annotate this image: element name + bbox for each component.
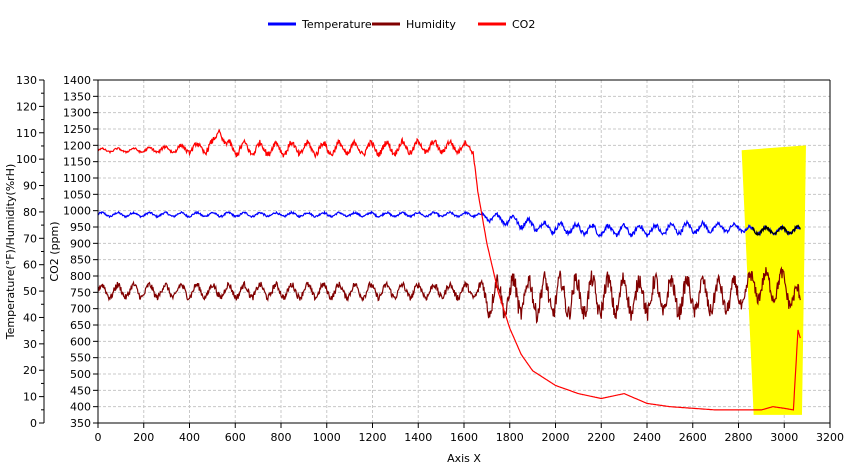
y-tick-label-temperature-humidity: 130 (16, 74, 37, 87)
y-tick-label-co2: 1350 (63, 90, 91, 103)
x-tick-label: 2600 (679, 431, 707, 444)
y-tick-label-co2: 700 (70, 303, 91, 316)
legend-label-temperature: Temperature (301, 18, 372, 31)
x-tick-label: 1000 (313, 431, 341, 444)
x-tick-label: 200 (133, 431, 154, 444)
y-tick-label-temperature-humidity: 10 (23, 391, 37, 404)
legend-label-humidity: Humidity (406, 18, 456, 31)
series-line-temperature (97, 210, 801, 238)
highlight-region (741, 145, 806, 415)
y-tick-label-co2: 1000 (63, 205, 91, 218)
y-tick-label-co2: 1050 (63, 188, 91, 201)
y-tick-label-co2: 1300 (63, 107, 91, 120)
y-tick-label-temperature-humidity: 110 (16, 127, 37, 140)
y-tick-label-co2: 1400 (63, 74, 91, 87)
y-tick-label-co2: 450 (70, 384, 91, 397)
y-tick-label-co2: 550 (70, 352, 91, 365)
y-tick-label-temperature-humidity: 20 (23, 364, 37, 377)
y-tick-label-temperature-humidity: 40 (23, 311, 37, 324)
x-axis-title: Axis X (447, 452, 481, 465)
y-tick-label-co2: 900 (70, 237, 91, 250)
y-tick-label-co2: 650 (70, 319, 91, 332)
y-axis-title-co2: CO2 (ppm) (48, 221, 61, 281)
y-tick-label-co2: 400 (70, 401, 91, 414)
y-tick-label-co2: 800 (70, 270, 91, 283)
x-tick-label: 3000 (770, 431, 798, 444)
x-tick-label: 2800 (725, 431, 753, 444)
axes: 0 200 400 600 800 1000 1200 1400 1600 1800 2000 220… (16, 74, 844, 444)
x-tick-label: 800 (271, 431, 292, 444)
y-tick-label-temperature-humidity: 60 (23, 259, 37, 272)
grid (97, 79, 831, 424)
x-tick-label: 1200 (359, 431, 387, 444)
y-tick-label-co2: 750 (70, 286, 91, 299)
x-tick-label: 400 (179, 431, 200, 444)
x-tick-label: 1400 (404, 431, 432, 444)
x-tick-label: 0 (95, 431, 102, 444)
y-tick-label-co2: 1150 (63, 156, 91, 169)
x-tick-label: 1600 (450, 431, 478, 444)
y-tick-label-temperature-humidity: 70 (23, 232, 37, 245)
y-tick-label-temperature-humidity: 90 (23, 180, 37, 193)
x-tick-label: 1800 (496, 431, 524, 444)
y-tick-label-co2: 950 (70, 221, 91, 234)
y-tick-label-co2: 850 (70, 254, 91, 267)
y-tick-label-temperature-humidity: 80 (23, 206, 37, 219)
x-tick-label: 2400 (633, 431, 661, 444)
x-tick-label: 2000 (542, 431, 570, 444)
legend: Temperature Humidity CO2 (268, 18, 535, 31)
y-tick-label-temperature-humidity: 120 (16, 100, 37, 113)
x-tick-label: 2200 (587, 431, 615, 444)
y-axis-title-temperature-humidity: Temperature(°F)/Humidity(%rH) (4, 164, 17, 341)
y-tick-label-co2: 1200 (63, 139, 91, 152)
x-tick-label: 3200 (816, 431, 844, 444)
legend-label-co2: CO2 (512, 18, 535, 31)
y-tick-label-temperature-humidity: 50 (23, 285, 37, 298)
y-tick-label-temperature-humidity: 30 (23, 338, 37, 351)
series-line-co2 (97, 129, 801, 411)
y-tick-label-co2: 350 (70, 417, 91, 430)
x-tick-label: 600 (225, 431, 246, 444)
y-tick-label-co2: 1100 (63, 172, 91, 185)
y-tick-label-co2: 1250 (63, 123, 91, 136)
series-layer (97, 129, 801, 411)
y-tick-label-co2: 600 (70, 335, 91, 348)
y-tick-label-temperature-humidity: 0 (30, 417, 37, 430)
y-tick-label-co2: 500 (70, 368, 91, 381)
series-line-temperature-highlighted (751, 224, 801, 237)
highlight-layer (741, 145, 806, 415)
y-tick-label-temperature-humidity: 100 (16, 153, 37, 166)
series-line-humidity (97, 266, 801, 325)
